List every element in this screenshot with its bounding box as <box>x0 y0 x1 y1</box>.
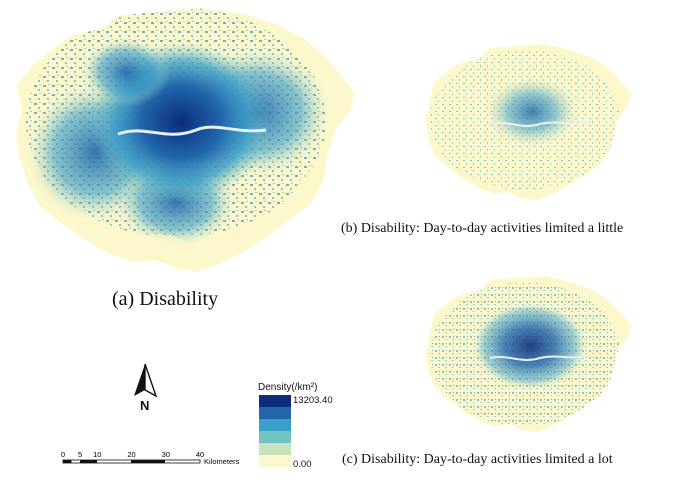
map-a-disability <box>16 8 354 272</box>
legend-swatch <box>259 443 291 455</box>
scale-tick-label: 5 <box>78 450 82 459</box>
legend-swatch <box>259 419 291 431</box>
caption-a: (a) Disability <box>112 288 219 310</box>
legend-min-label: 0.00 <box>293 459 312 470</box>
scale-tick-label: 30 <box>162 450 170 459</box>
north-arrow-icon <box>134 363 158 398</box>
scale-tick-label: 0 <box>61 450 65 459</box>
legend-swatch <box>259 395 291 407</box>
scale-tick-label: 20 <box>127 450 135 459</box>
legend-title: Density(/km²) <box>258 382 318 393</box>
scale-unit-label: Kilometers <box>204 457 240 466</box>
map-c-limited-a-lot <box>426 276 632 432</box>
caption-c: (c) Disability: Day-to-day activities li… <box>342 452 613 467</box>
scale-tick-label: 10 <box>93 450 101 459</box>
caption-b: (b) Disability: Day-to-day activities li… <box>341 221 624 236</box>
north-label: N <box>140 398 150 413</box>
map-b-limited-a-little <box>426 44 632 200</box>
legend-swatch <box>259 431 291 443</box>
legend-swatch <box>259 455 291 467</box>
legend-swatch <box>259 407 291 419</box>
legend-max-label: 13203.40 <box>293 395 333 406</box>
scale-tick-label: 40 <box>196 450 204 459</box>
